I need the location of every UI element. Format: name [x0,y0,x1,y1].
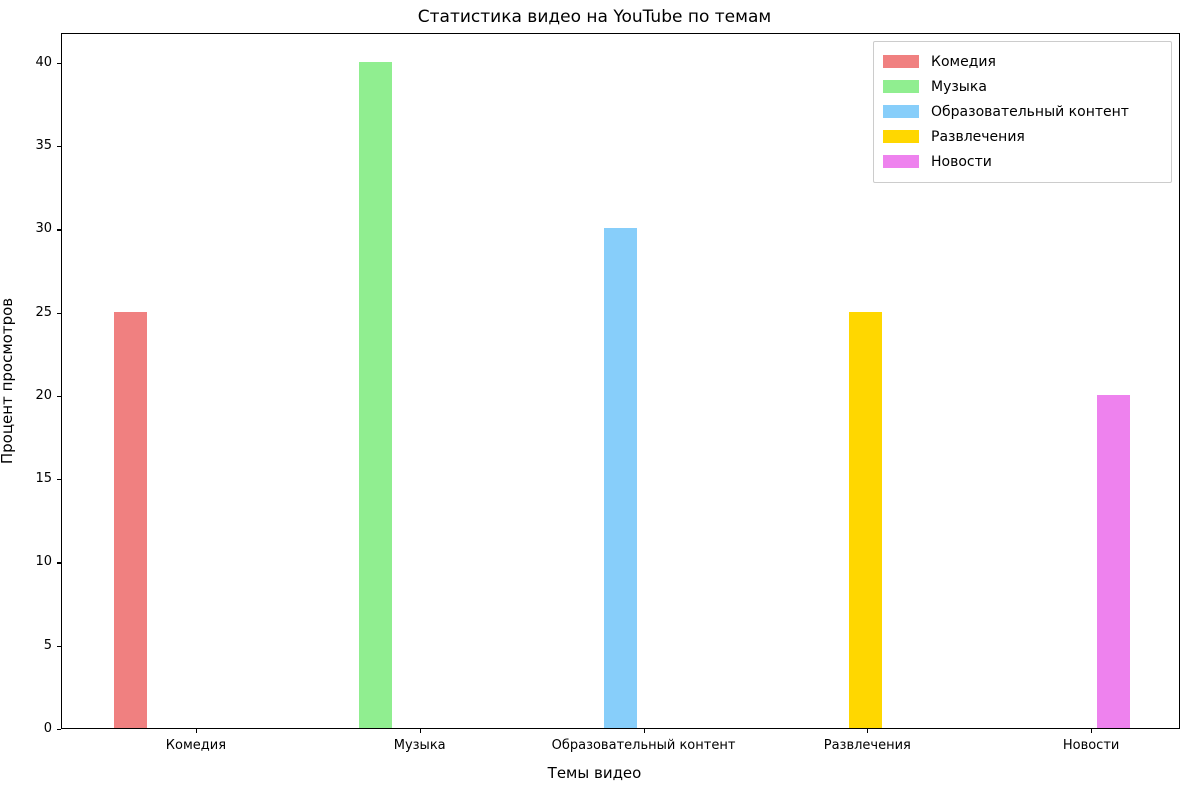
y-tick-mark [57,729,61,731]
legend-swatch-icon [883,55,919,68]
y-tick-label: 40 [35,54,52,70]
legend-item-4: Развлечения [883,124,1162,149]
legend-swatch-icon [883,155,919,168]
x-tick-mark [867,729,869,733]
legend-swatch-icon [883,80,919,93]
x-tick-mark [1091,729,1093,733]
y-tick-mark [57,62,61,65]
x-tick-mark [419,729,421,733]
legend-item-2: Музыка [883,74,1162,99]
x-tick-label: Развлечения [823,738,911,753]
y-tick-label: 20 [35,387,52,403]
y-tick-label: 25 [35,304,52,320]
legend-label: Комедия [931,53,996,70]
chart-title: Статистика видео на YouTube по темам [417,7,772,27]
x-tick-label: Образовательный контент [551,738,736,753]
legend-label: Новости [931,153,992,170]
y-tick-mark [57,479,61,481]
legend-label: Музыка [931,78,987,95]
bar-4 [849,311,882,728]
x-tick-label: Музыка [393,738,446,753]
legend-item-1: Комедия [883,49,1162,74]
y-tick-label: 30 [35,221,52,237]
x-axis-label: Темы видео [547,764,642,782]
legend-swatch-icon [883,130,919,143]
bars-container [62,34,1179,728]
y-tick-label: 15 [35,471,52,487]
y-axis-label: Процент просмотров [0,297,16,465]
y-tick-label: 10 [35,554,52,570]
y-tick-mark [57,562,61,564]
legend-item-3: Образовательный контент [883,99,1162,124]
x-tick-mark [643,729,645,733]
y-tick-mark [57,312,61,314]
y-tick-mark [57,395,61,398]
bar-3 [604,228,637,728]
bar-1 [114,311,147,728]
legend-label: Развлечения [931,128,1025,145]
chart-legend: Комедия Музыка Образовательный контент Разв… [873,41,1172,183]
x-tick-label: Новости [1062,738,1120,753]
y-tick-mark [57,229,61,231]
bar-2 [359,61,392,728]
y-tick-label: 35 [35,138,52,154]
legend-item-5: Новости [883,149,1162,174]
legend-label: Образовательный контент [931,103,1129,120]
y-tick-mark [57,645,61,647]
bar-5 [1097,395,1130,728]
x-tick-mark [195,729,197,733]
x-tick-label: Комедия [165,738,227,753]
y-tick-mark [57,146,61,148]
legend-swatch-icon [883,105,919,118]
y-tick-label: 5 [43,637,52,653]
y-tick-label: 0 [43,721,52,736]
